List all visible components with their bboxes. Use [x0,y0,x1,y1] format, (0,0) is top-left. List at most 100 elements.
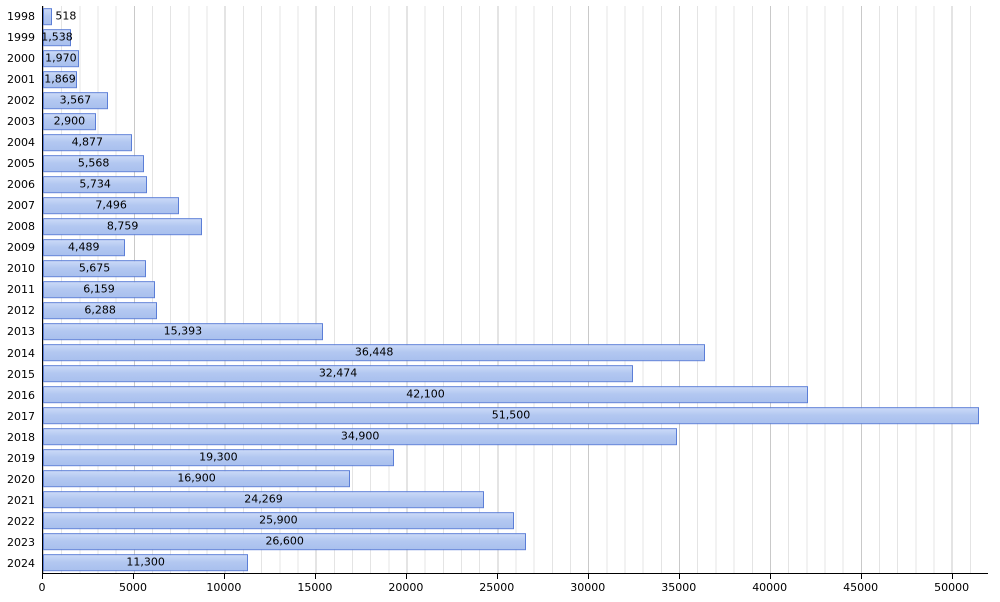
bar-value-label: 32,474 [318,367,358,380]
bar-row: 4,877 [43,132,988,153]
y-axis-tick-label: 2019 [7,451,35,465]
x-axis-tick [132,574,134,579]
bar-row: 3,567 [43,90,988,111]
bar: 4,877 [43,133,132,152]
y-axis-tick-label: 2022 [7,514,35,528]
bar: 11,300 [43,553,249,572]
x-axis-tick-label: 15000 [297,581,333,594]
bar-value-label: 7,496 [95,199,127,212]
bar-value-label: 24,269 [244,493,283,506]
y-axis-tick-label: 2004 [7,136,35,150]
y-axis-tick-label: 2005 [7,157,35,171]
bar: 7,496 [43,196,180,215]
bar-row: 16,900 [43,468,988,489]
x-axis-tick-label: 30000 [570,581,606,594]
bar-row: 1,970 [43,48,988,69]
y-axis-tick-label: 2018 [7,430,35,444]
bar: 4,489 [43,238,125,257]
bar-value-label: 4,877 [71,136,104,149]
y-axis-tick-label: 2001 [7,73,35,87]
bar-row: 8,759 [43,216,988,237]
bar-value-label: 518 [55,10,77,23]
bar: 5,675 [43,259,147,278]
y-axis-tick-label: 2011 [7,283,35,297]
y-axis-tick-label: 2014 [7,346,35,360]
bar-value-label: 26,600 [265,535,304,548]
x-axis-tick [42,574,43,579]
bar: 6,288 [43,301,158,320]
plot-area: 518 1,538 1,970 1,869 3,567 2,900 4,877 5,568 5,… [41,6,988,574]
y-axis-tick-label: 2003 [7,115,35,129]
bar-value-label: 51,500 [491,409,531,422]
y-axis-tick-label: 2002 [7,94,35,108]
bar-value-label: 5,675 [78,262,111,275]
y-axis-tick-label: 2017 [7,409,35,423]
bar-row: 1,869 [43,69,988,90]
x-axis-tick-label: 10000 [206,581,242,594]
bar-row: 26,600 [43,531,988,552]
bar-value-label: 4,489 [68,241,100,254]
x-axis-tick-label: 0 [38,581,46,594]
bar-row: 25,900 [43,510,988,531]
bar-value-label: 42,100 [406,388,445,401]
bar-row: 32,474 [43,363,988,384]
bar: 36,448 [43,343,706,362]
bar: 5,568 [43,154,145,173]
y-axis-tick-label: 2006 [7,178,35,192]
bar: 24,269 [43,490,485,509]
y-axis-tick-label: 2010 [7,262,35,276]
bar: 25,900 [43,511,514,530]
bar-row: 2,900 [43,111,988,132]
y-axis-tick-label: 2024 [7,556,35,570]
x-axis: 0 5000 10000 15000 20000 25000 30000 35000 40000… [38,574,988,602]
bar: 1,538 [41,28,73,47]
x-axis-tick-label: 35000 [661,581,697,594]
bar-row: 4,489 [43,237,988,258]
bar-row: 6,288 [43,300,988,321]
bar-value-label: 6,159 [83,283,115,296]
bar-row: 11,300 [43,552,988,573]
bar-value-label: 25,900 [259,514,298,527]
y-axis-tick-label: 1998 [7,10,35,24]
bar: 32,474 [43,364,634,383]
bar-row: 518 [43,6,988,27]
bar: 1,970 [43,49,79,68]
bar: 19,300 [43,448,394,467]
bar: 15,393 [43,322,323,341]
bar: 16,900 [43,469,351,488]
bar-row: 24,269 [43,489,988,510]
x-axis-tick [314,574,316,579]
y-axis-tick-label: 1999 [7,31,35,45]
bar: 3,567 [43,91,108,110]
bar-row: 42,100 [43,384,988,405]
y-axis-tick-label: 2008 [7,220,35,234]
bar-row: 5,675 [43,258,988,279]
bar-value-label: 15,393 [163,325,203,338]
x-axis-tick [587,574,589,579]
y-axis-tick-label: 2000 [7,52,35,66]
bar: 26,600 [43,532,527,551]
bar-row: 5,734 [43,174,988,195]
bar: 1,869 [43,70,77,89]
bar-row: 51,500 [43,405,988,426]
bar-row: 19,300 [43,447,988,468]
bar-row: 6,159 [43,279,988,300]
bar-row: 15,393 [43,321,988,342]
bar-value-label: 11,300 [126,556,165,569]
bar: 34,900 [43,427,678,446]
bar-value-label: 19,300 [199,451,238,464]
bar: 6,159 [43,280,155,299]
y-axis-tick-label: 2020 [7,472,35,486]
y-axis-tick-label: 2015 [7,367,35,381]
x-axis-tick [405,574,407,579]
bar-value-label: 1,869 [44,73,76,86]
x-axis-tick-label: 5000 [118,581,147,594]
x-axis-tick-label: 50000 [934,581,970,594]
bar-value-label: 16,900 [177,472,216,485]
bar-row: 5,568 [43,153,988,174]
bar-row: 7,496 [43,195,988,216]
bar: 8,759 [43,217,203,236]
y-axis-tick-label: 2009 [7,241,35,255]
bar-value-label: 36,448 [354,346,394,359]
